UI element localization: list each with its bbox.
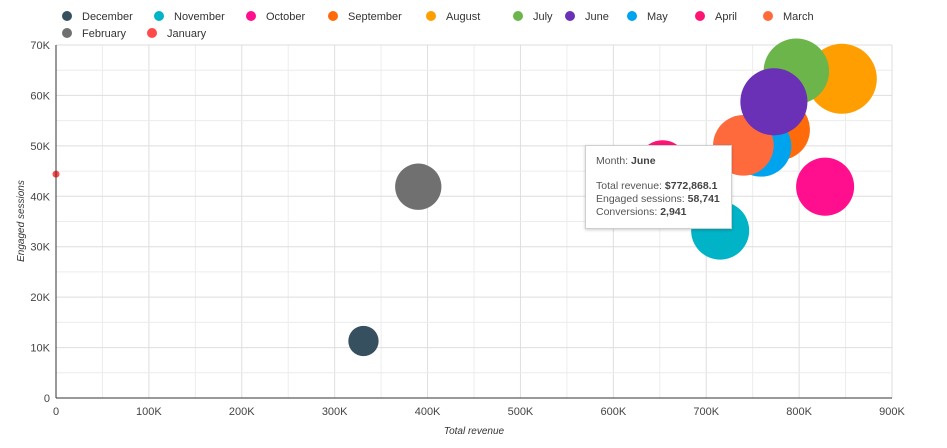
legend-label: October	[266, 11, 305, 23]
legend-item-january[interactable]: January	[147, 28, 207, 40]
bubble-december[interactable]	[348, 325, 379, 357]
legend-label: February	[82, 28, 127, 40]
legend-label: November	[174, 11, 225, 23]
legend-label: September	[348, 11, 402, 23]
x-tick-label: 100K	[136, 406, 162, 418]
legend-marker	[147, 28, 157, 38]
legend-label: July	[533, 11, 553, 23]
bubble-june[interactable]	[740, 68, 808, 136]
bubble-february[interactable]	[395, 163, 442, 210]
y-tick-label: 20K	[30, 292, 50, 304]
y-tick-label: 60K	[30, 90, 50, 102]
axes: 0 100K 200K 300K 400K 500K 600K 700K 800K 900K 0 10…	[30, 40, 905, 418]
x-tick-label: 700K	[693, 406, 719, 418]
legend-marker	[328, 11, 338, 21]
legend-item-may[interactable]: May	[627, 11, 668, 23]
legend-label: December	[82, 11, 133, 23]
legend-marker	[426, 11, 436, 21]
tooltip-revenue: Total revenue: $772,868.1	[596, 180, 718, 192]
y-tick-label: 0	[44, 393, 50, 405]
legend-marker	[62, 28, 72, 38]
x-tick-label: 500K	[508, 406, 534, 418]
legend-label: August	[446, 11, 480, 23]
legend-item-august[interactable]: August	[426, 11, 480, 23]
legend-item-september[interactable]: September	[328, 11, 402, 23]
chart-tooltip: Month: June Total revenue: $772,868.1 En…	[585, 145, 732, 229]
legend-item-november[interactable]: November	[154, 11, 225, 23]
x-tick-label: 800K	[786, 406, 812, 418]
legend-item-april[interactable]: April	[695, 11, 737, 23]
legend-marker	[627, 11, 637, 21]
legend-marker	[763, 11, 773, 21]
x-tick-label: 600K	[600, 406, 626, 418]
y-tick-label: 50K	[30, 141, 50, 153]
x-axis-title: Total revenue	[444, 426, 505, 437]
legend-marker	[565, 11, 575, 21]
legend-marker	[154, 11, 164, 21]
legend-label: April	[715, 11, 737, 23]
legend-item-october[interactable]: October	[246, 11, 305, 23]
legend-label: June	[585, 11, 609, 23]
legend-item-march[interactable]: March	[763, 11, 814, 23]
legend-marker	[246, 11, 256, 21]
legend-marker	[695, 11, 705, 21]
x-tick-label: 400K	[415, 406, 441, 418]
x-tick-label: 300K	[322, 406, 348, 418]
x-tick-label: 0	[53, 406, 59, 418]
y-axis-title: Engaged sessions	[16, 180, 27, 262]
legend-item-december[interactable]: December	[62, 11, 133, 23]
legend-item-june[interactable]: June	[565, 11, 609, 23]
legend-label: May	[647, 11, 668, 23]
tooltip-conversions: Conversions: 2,941	[596, 206, 687, 218]
y-tick-label: 30K	[30, 242, 50, 254]
legend-label: January	[167, 28, 207, 40]
legend-item-july[interactable]: July	[513, 11, 553, 23]
bubble-october[interactable]	[796, 157, 855, 216]
tooltip-month: Month: June	[596, 155, 656, 167]
y-tick-label: 10K	[30, 343, 50, 355]
tooltip-sessions: Engaged sessions: 58,741	[596, 193, 720, 205]
legend-item-february[interactable]: February	[62, 28, 127, 40]
legend-label: March	[783, 11, 814, 23]
legend-marker	[513, 11, 523, 21]
x-tick-label: 200K	[229, 406, 255, 418]
x-tick-label: 900K	[879, 406, 905, 418]
y-tick-label: 40K	[30, 191, 50, 203]
y-tick-label: 70K	[30, 40, 50, 52]
legend: December November October September August Ju…	[62, 11, 814, 40]
legend-marker	[62, 11, 72, 21]
bubbles	[52, 38, 877, 357]
